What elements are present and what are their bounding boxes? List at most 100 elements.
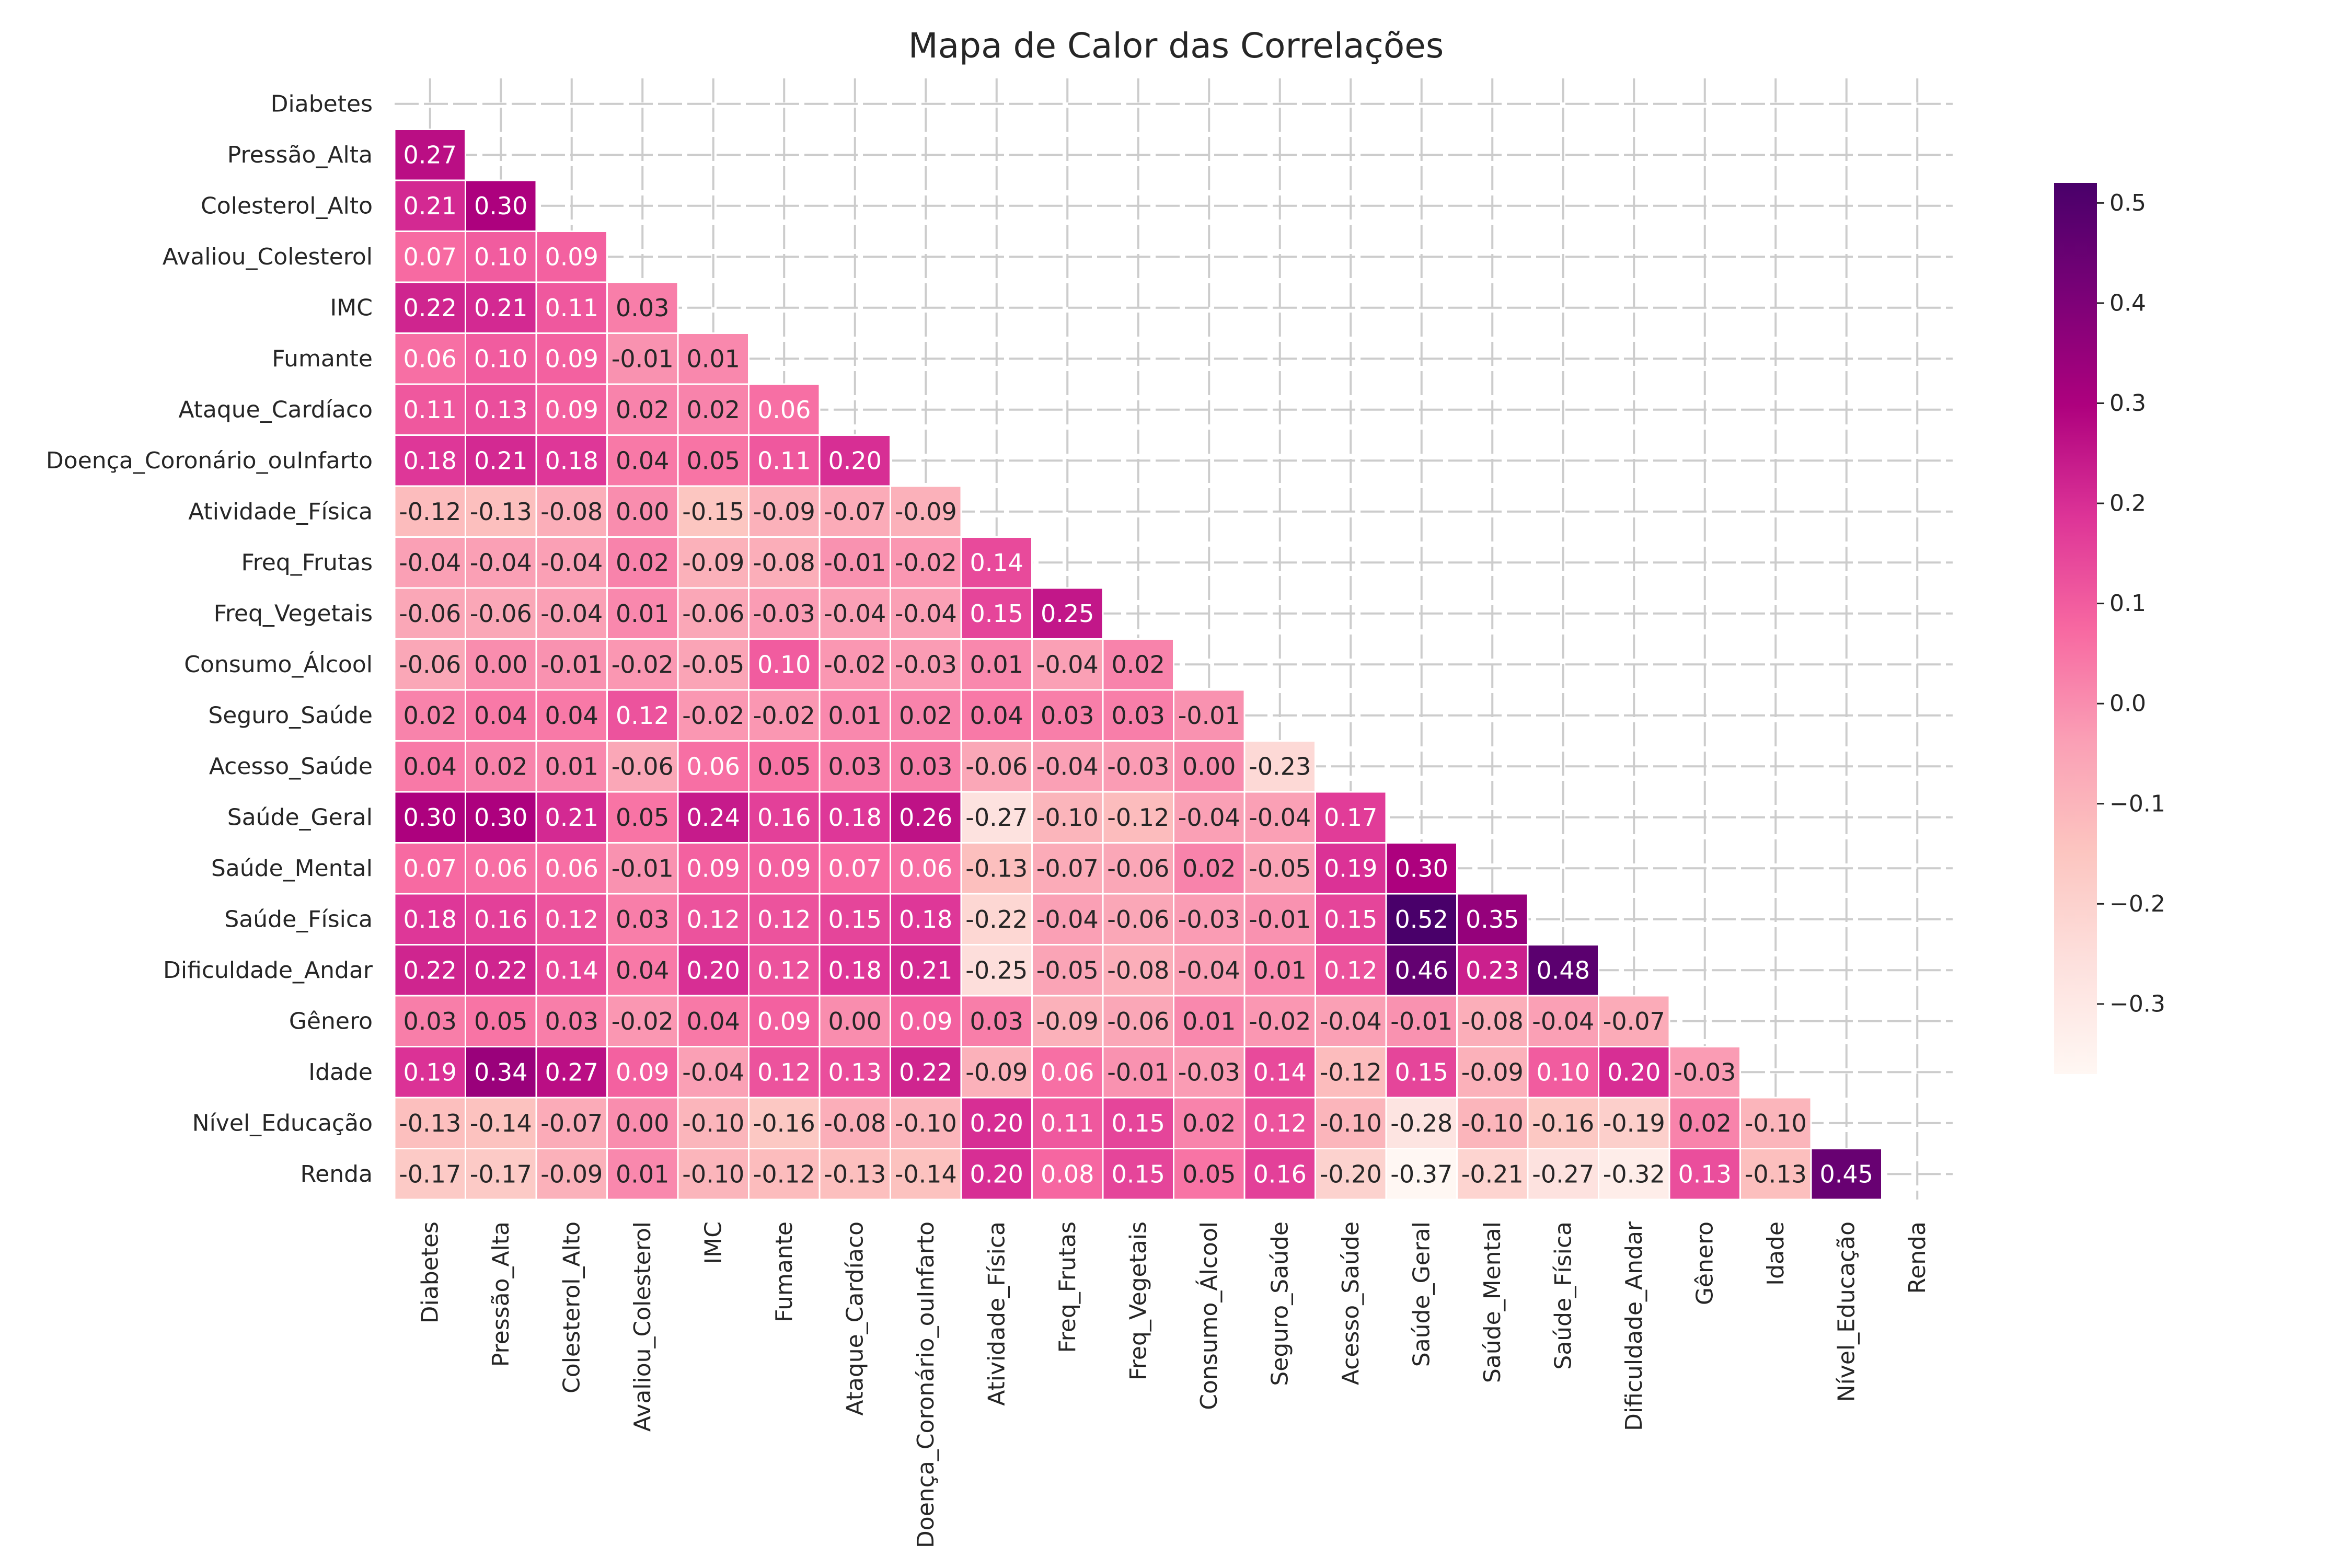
- heatmap-cell: [890, 893, 962, 946]
- cell-value-label: -0.09: [753, 498, 815, 526]
- heatmap-cell: [535, 995, 608, 1047]
- cell-value-label: -0.04: [824, 599, 886, 628]
- y-tick-label: Saúde_Mental: [211, 855, 373, 882]
- cell-value-label: -0.04: [1036, 752, 1099, 780]
- y-tick-label: IMC: [330, 294, 373, 321]
- cell-value-label: 0.48: [1537, 956, 1590, 984]
- cell-value-label: -0.13: [399, 1109, 461, 1137]
- cell-value-label: 0.01: [828, 701, 882, 730]
- heatmap-cell: [465, 383, 537, 436]
- cell-value-label: -0.06: [612, 752, 674, 780]
- heatmap-cell: [677, 536, 750, 589]
- cell-value-label: -0.06: [399, 650, 461, 678]
- heatmap-cell: [1668, 1046, 1741, 1099]
- cell-value-label: 0.09: [757, 1007, 811, 1035]
- cell-value-label: 0.20: [687, 956, 740, 984]
- cell-value-label: 0.03: [545, 1007, 598, 1035]
- heatmap-cell: [1385, 842, 1458, 895]
- cell-value-label: -0.10: [1320, 1109, 1382, 1137]
- cell-value-label: 0.01: [616, 599, 669, 628]
- colorbar-tick-label: 0.3: [2109, 390, 2146, 417]
- cell-value-label: -0.27: [1532, 1160, 1594, 1188]
- colorbar-tick-label: 0.5: [2109, 190, 2146, 216]
- heatmap-cell: [890, 842, 962, 895]
- y-tick-label: Freq_Frutas: [241, 549, 373, 576]
- cell-value-label: 0.14: [970, 548, 1023, 577]
- cell-value-label: 0.18: [899, 905, 952, 933]
- cell-value-label: 0.30: [1395, 854, 1448, 882]
- heatmap-cell: [1315, 842, 1387, 895]
- heatmap-cell: [818, 842, 891, 895]
- heatmap-cell: [1598, 995, 1670, 1047]
- x-tick-label: Dificuldade_Andar: [1621, 1221, 1647, 1431]
- y-tick-label: Atividade_Física: [188, 498, 373, 525]
- heatmap-cell: [606, 995, 679, 1047]
- y-tick-label: Saúde_Física: [224, 906, 373, 932]
- heatmap-cell: [1031, 893, 1104, 946]
- heatmap-cell: [1315, 1097, 1387, 1149]
- cell-value-label: -0.01: [1178, 701, 1240, 730]
- cell-value-label: -0.01: [1249, 905, 1311, 933]
- y-tick-label: Pressão_Alta: [227, 142, 373, 168]
- heatmap-cell: [960, 587, 1033, 640]
- heatmap-cell: [677, 638, 750, 691]
- heatmap-cell: [960, 842, 1033, 895]
- x-tick-label: Diabetes: [417, 1221, 443, 1323]
- cell-value-label: 0.15: [1112, 1160, 1165, 1188]
- cell-value-label: -0.02: [895, 548, 957, 577]
- cell-value-label: 0.25: [1041, 599, 1094, 628]
- cell-value-label: 0.04: [474, 701, 527, 730]
- cell-value-label: 0.27: [403, 141, 457, 169]
- heatmap-cell: [890, 740, 962, 793]
- heatmap-cell: [394, 536, 466, 589]
- cell-value-label: 0.01: [1253, 956, 1307, 984]
- x-tick-label: Consumo_Álcool: [1195, 1221, 1223, 1410]
- heatmap-cell: [1031, 740, 1104, 793]
- heatmap-cell: [818, 1046, 891, 1099]
- cell-value-label: -0.12: [1107, 803, 1169, 832]
- cell-value-label: 0.02: [687, 396, 740, 424]
- cell-value-label: 0.20: [828, 446, 882, 475]
- x-tick-label: Atividade_Física: [983, 1221, 1010, 1406]
- cell-value-label: -0.25: [965, 956, 1028, 984]
- cell-value-label: 0.01: [687, 344, 740, 373]
- heatmap-cell: [677, 944, 750, 997]
- heatmap-cell: [748, 842, 821, 895]
- cell-value-label: -0.03: [753, 599, 815, 628]
- heatmap-cell: [394, 1046, 466, 1099]
- colorbar: 0.5 0.4 0.3 0.2 0.1 0.0 −0.1 −0.2 −0.3: [2054, 183, 2165, 1074]
- cell-value-label: 0.07: [403, 854, 457, 882]
- heatmap-cell: [818, 434, 891, 487]
- cell-value-label: 0.45: [1820, 1160, 1873, 1188]
- cell-value-label: -0.22: [965, 905, 1028, 933]
- x-tick-label: Nível_Educação: [1833, 1221, 1860, 1402]
- cell-value-label: -0.01: [540, 650, 603, 678]
- heatmap-cell: [1456, 1148, 1529, 1201]
- cell-value-label: 0.09: [545, 396, 598, 424]
- cell-value-label: 0.03: [616, 294, 669, 322]
- y-axis-tick-labels: Diabetes Pressão_Alta Colesterol_Alto Avali…: [46, 90, 373, 1187]
- heatmap-cell: [960, 944, 1033, 997]
- cell-value-label: 0.08: [1041, 1160, 1094, 1188]
- cell-value-label: -0.07: [1603, 1007, 1665, 1035]
- cell-value-label: 0.09: [616, 1058, 669, 1086]
- x-tick-label: Seguro_Saúde: [1266, 1221, 1293, 1386]
- cell-value-label: -0.12: [1320, 1058, 1382, 1086]
- heatmap-cell: [535, 944, 608, 997]
- cell-value-label: 0.06: [474, 854, 527, 882]
- cell-value-label: 0.12: [757, 956, 811, 984]
- cell-value-label: 0.02: [474, 752, 527, 780]
- cell-value-label: 0.12: [757, 1058, 811, 1086]
- x-tick-label: Doença_Coronário_ouInfarto: [913, 1221, 939, 1548]
- heatmap-cell: [1243, 1148, 1316, 1201]
- cell-value-label: 0.07: [403, 243, 457, 271]
- y-tick-label: Gênero: [289, 1008, 373, 1034]
- cell-value-label: 0.21: [545, 803, 598, 832]
- cell-value-label: 0.35: [1466, 905, 1519, 933]
- colorbar-tick-label: −0.3: [2109, 990, 2165, 1017]
- heatmap-cell: [890, 1097, 962, 1149]
- x-tick-label: Gênero: [1691, 1221, 1718, 1305]
- heatmap-cell: [1173, 1097, 1246, 1149]
- heatmap-cell: [748, 1046, 821, 1099]
- cell-value-label: 0.03: [970, 1007, 1023, 1035]
